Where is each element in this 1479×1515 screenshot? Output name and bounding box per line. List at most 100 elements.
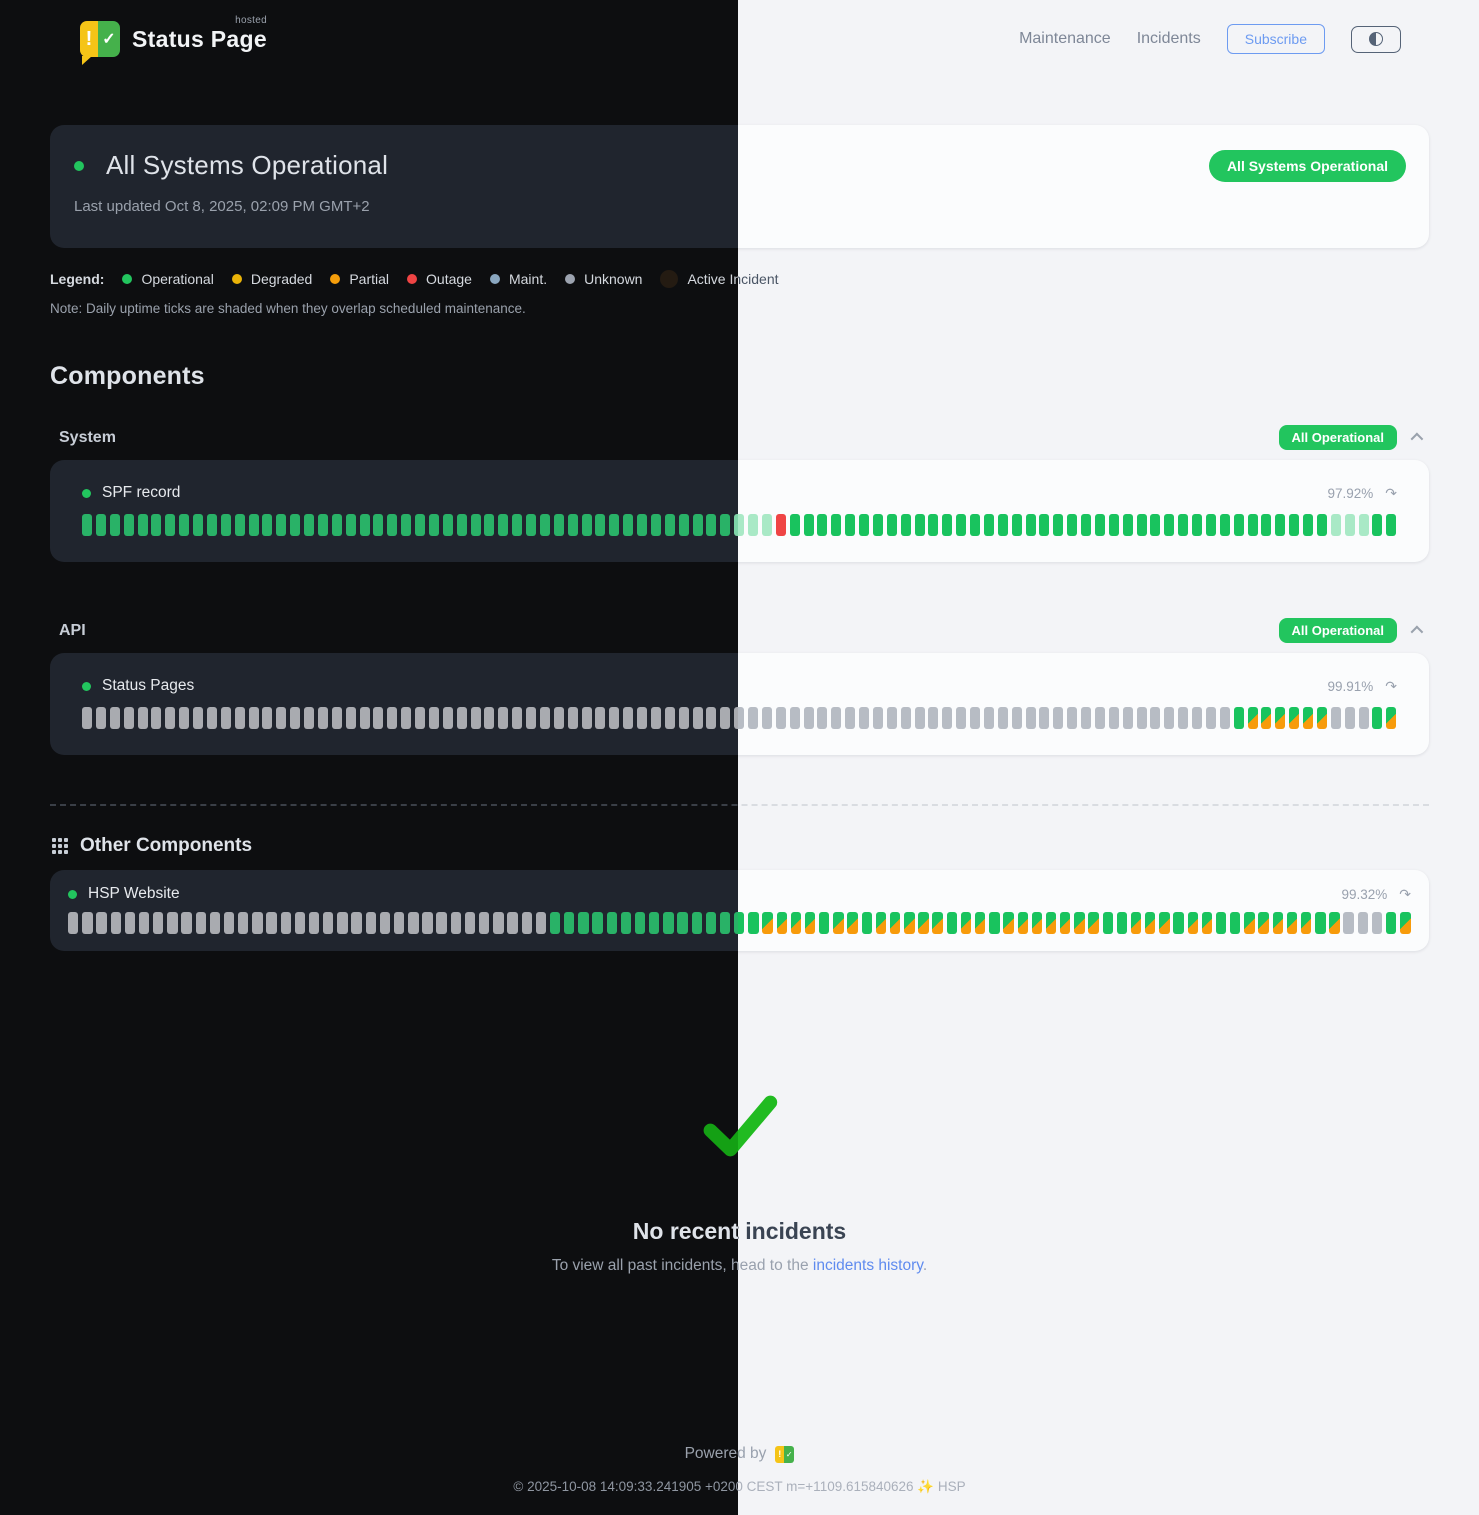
uptime-tick[interactable] (179, 514, 189, 536)
uptime-tick[interactable] (1233, 707, 1244, 729)
uptime-tick[interactable] (960, 912, 972, 934)
uptime-tick[interactable] (1315, 912, 1326, 934)
uptime-tick[interactable] (210, 912, 220, 934)
uptime-tick[interactable] (564, 912, 574, 934)
uptime-tick[interactable] (249, 707, 259, 729)
uptime-tick[interactable] (1031, 912, 1043, 934)
uptime-tick[interactable] (235, 707, 245, 729)
uptime-tick[interactable] (720, 912, 730, 934)
refresh-icon[interactable]: ↷ (1399, 886, 1411, 902)
uptime-tick[interactable] (609, 707, 619, 729)
uptime-tick[interactable] (1261, 707, 1272, 729)
uptime-tick[interactable] (498, 514, 508, 536)
uptime-tick[interactable] (872, 707, 883, 729)
uptime-tick[interactable] (1102, 912, 1113, 934)
uptime-tick[interactable] (970, 707, 981, 729)
uptime-tick[interactable] (1330, 514, 1341, 536)
uptime-tick[interactable] (224, 912, 234, 934)
uptime-tick[interactable] (956, 514, 967, 536)
uptime-tick[interactable] (332, 707, 342, 729)
uptime-tick[interactable] (734, 912, 745, 934)
uptime-tick[interactable] (1247, 514, 1258, 536)
uptime-tick[interactable] (167, 912, 177, 934)
uptime-tick[interactable] (1372, 514, 1383, 536)
uptime-tick[interactable] (380, 912, 390, 934)
uptime-tick[interactable] (408, 912, 418, 934)
uptime-tick[interactable] (568, 707, 578, 729)
uptime-tick[interactable] (522, 912, 532, 934)
uptime-tick[interactable] (607, 912, 617, 934)
uptime-tick[interactable] (193, 707, 203, 729)
uptime-tick[interactable] (484, 514, 494, 536)
uptime-tick[interactable] (526, 707, 536, 729)
uptime-tick[interactable] (1275, 514, 1286, 536)
uptime-tick[interactable] (1017, 912, 1028, 934)
uptime-tick[interactable] (422, 912, 432, 934)
uptime-tick[interactable] (479, 912, 489, 934)
uptime-tick[interactable] (761, 514, 772, 536)
uptime-tick[interactable] (1233, 514, 1244, 536)
uptime-tick[interactable] (970, 514, 981, 536)
uptime-tick[interactable] (249, 514, 259, 536)
uptime-tick[interactable] (196, 912, 206, 934)
uptime-tick[interactable] (983, 707, 994, 729)
uptime-tick[interactable] (748, 912, 759, 934)
uptime-tick[interactable] (649, 912, 659, 934)
uptime-tick[interactable] (817, 707, 828, 729)
uptime-tick[interactable] (165, 514, 175, 536)
collapse-chevron-icon[interactable] (1410, 625, 1424, 639)
uptime-tick[interactable] (1011, 514, 1022, 536)
uptime-tick[interactable] (817, 514, 828, 536)
uptime-tick[interactable] (775, 707, 786, 729)
refresh-icon[interactable]: ↷ (1385, 678, 1397, 694)
uptime-tick[interactable] (304, 707, 314, 729)
uptime-tick[interactable] (859, 514, 870, 536)
uptime-tick[interactable] (748, 707, 759, 729)
uptime-tick[interactable] (181, 912, 191, 934)
uptime-tick[interactable] (309, 912, 319, 934)
uptime-tick[interactable] (360, 514, 370, 536)
uptime-tick[interactable] (471, 707, 481, 729)
uptime-tick[interactable] (819, 912, 830, 934)
uptime-tick[interactable] (207, 514, 217, 536)
uptime-tick[interactable] (692, 912, 702, 934)
uptime-tick[interactable] (221, 514, 231, 536)
uptime-tick[interactable] (693, 514, 703, 536)
uptime-tick[interactable] (1289, 514, 1300, 536)
uptime-tick[interactable] (889, 912, 901, 934)
uptime-tick[interactable] (68, 912, 78, 934)
uptime-tick[interactable] (457, 514, 467, 536)
uptime-tick[interactable] (1025, 514, 1036, 536)
uptime-tick[interactable] (387, 514, 397, 536)
uptime-tick[interactable] (1386, 514, 1397, 536)
uptime-tick[interactable] (1145, 912, 1156, 934)
uptime-tick[interactable] (193, 514, 203, 536)
uptime-tick[interactable] (401, 707, 411, 729)
incidents-history-link[interactable]: incidents history (812, 1257, 923, 1274)
uptime-tick[interactable] (847, 912, 858, 934)
uptime-tick[interactable] (1187, 912, 1198, 934)
uptime-tick[interactable] (942, 707, 953, 729)
uptime-tick[interactable] (1205, 514, 1216, 536)
uptime-tick[interactable] (96, 514, 106, 536)
uptime-tick[interactable] (679, 514, 689, 536)
uptime-tick[interactable] (498, 707, 508, 729)
uptime-tick[interactable] (281, 912, 291, 934)
uptime-tick[interactable] (415, 707, 425, 729)
uptime-tick[interactable] (139, 912, 149, 934)
uptime-tick[interactable] (82, 514, 92, 536)
uptime-tick[interactable] (861, 912, 872, 934)
uptime-tick[interactable] (346, 707, 356, 729)
uptime-tick[interactable] (609, 514, 619, 536)
uptime-tick[interactable] (153, 912, 163, 934)
uptime-tick[interactable] (651, 514, 661, 536)
uptime-tick[interactable] (151, 514, 161, 536)
subscribe-button[interactable]: Subscribe (1226, 24, 1325, 54)
uptime-tick[interactable] (1344, 514, 1355, 536)
uptime-tick[interactable] (803, 707, 814, 729)
uptime-tick[interactable] (323, 912, 333, 934)
uptime-tick[interactable] (351, 912, 361, 934)
uptime-tick[interactable] (1045, 912, 1057, 934)
uptime-tick[interactable] (1303, 707, 1314, 729)
uptime-tick[interactable] (789, 514, 800, 536)
